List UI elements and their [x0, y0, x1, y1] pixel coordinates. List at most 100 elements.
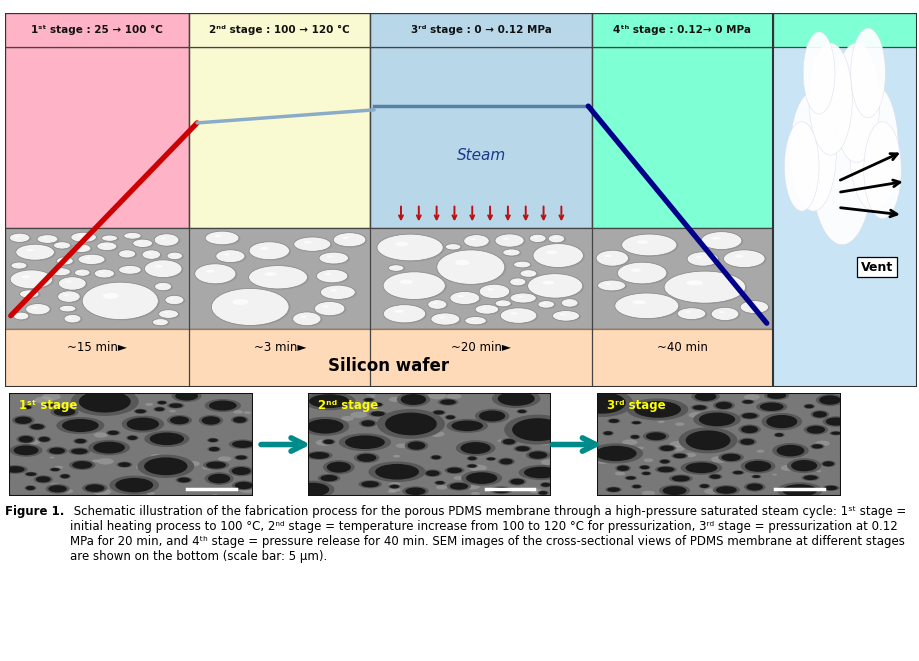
Text: Schematic illustration of the fabrication process for the porous PDMS membrane t: Schematic illustration of the fabricatio…	[70, 506, 906, 563]
Ellipse shape	[655, 466, 676, 473]
Ellipse shape	[364, 398, 373, 401]
Ellipse shape	[660, 446, 675, 451]
Ellipse shape	[681, 461, 722, 475]
Ellipse shape	[26, 486, 35, 490]
Ellipse shape	[78, 235, 83, 237]
Ellipse shape	[701, 436, 719, 443]
Ellipse shape	[354, 452, 380, 463]
Ellipse shape	[698, 483, 710, 488]
Ellipse shape	[63, 294, 68, 296]
Ellipse shape	[508, 478, 527, 486]
Ellipse shape	[711, 456, 729, 463]
Ellipse shape	[124, 233, 142, 239]
Ellipse shape	[389, 485, 401, 489]
Ellipse shape	[597, 251, 630, 267]
Ellipse shape	[71, 448, 87, 454]
Ellipse shape	[746, 483, 763, 490]
Ellipse shape	[47, 446, 67, 455]
Ellipse shape	[208, 474, 231, 483]
Ellipse shape	[361, 420, 375, 426]
Text: ~3 min►: ~3 min►	[254, 341, 306, 354]
Ellipse shape	[10, 270, 52, 289]
Ellipse shape	[156, 401, 167, 405]
Ellipse shape	[464, 235, 489, 247]
Ellipse shape	[425, 471, 439, 476]
Ellipse shape	[529, 488, 542, 493]
Text: 3ʳᵈ stage: 3ʳᵈ stage	[607, 399, 665, 412]
Ellipse shape	[482, 307, 486, 309]
Ellipse shape	[669, 446, 685, 451]
Ellipse shape	[803, 475, 818, 480]
Ellipse shape	[479, 410, 505, 422]
Ellipse shape	[301, 316, 306, 318]
Ellipse shape	[824, 486, 837, 490]
Ellipse shape	[643, 458, 653, 462]
Ellipse shape	[529, 234, 546, 243]
Ellipse shape	[777, 445, 804, 457]
Ellipse shape	[250, 266, 309, 290]
Ellipse shape	[142, 250, 161, 259]
Ellipse shape	[11, 234, 31, 243]
Bar	[5, 329, 773, 387]
Ellipse shape	[533, 244, 584, 268]
Circle shape	[851, 28, 885, 118]
Ellipse shape	[319, 252, 348, 264]
Ellipse shape	[701, 231, 742, 250]
Ellipse shape	[479, 284, 510, 299]
Ellipse shape	[762, 413, 802, 430]
Ellipse shape	[501, 438, 517, 446]
Ellipse shape	[69, 405, 88, 412]
Ellipse shape	[63, 307, 67, 308]
Ellipse shape	[205, 472, 233, 485]
Ellipse shape	[318, 270, 349, 284]
Ellipse shape	[71, 232, 96, 243]
Text: 1ˢᵗ stage : 25 → 100 °C: 1ˢᵗ stage : 25 → 100 °C	[31, 25, 163, 35]
Ellipse shape	[498, 391, 535, 406]
Ellipse shape	[383, 305, 425, 323]
Ellipse shape	[92, 459, 99, 462]
Ellipse shape	[615, 293, 679, 319]
Ellipse shape	[497, 439, 506, 442]
Ellipse shape	[389, 488, 401, 492]
Ellipse shape	[167, 415, 192, 426]
Ellipse shape	[430, 455, 442, 460]
Ellipse shape	[766, 415, 798, 428]
Ellipse shape	[437, 399, 459, 406]
Ellipse shape	[712, 485, 740, 495]
Ellipse shape	[495, 300, 511, 307]
Ellipse shape	[44, 403, 55, 407]
Ellipse shape	[388, 490, 396, 493]
Ellipse shape	[385, 412, 437, 436]
Ellipse shape	[307, 419, 344, 434]
Ellipse shape	[395, 242, 409, 246]
Ellipse shape	[686, 280, 703, 286]
Ellipse shape	[704, 488, 720, 494]
Ellipse shape	[69, 317, 73, 318]
Ellipse shape	[481, 285, 511, 299]
Ellipse shape	[723, 250, 765, 268]
Ellipse shape	[642, 431, 669, 442]
Ellipse shape	[134, 240, 154, 248]
Text: Silicon wafer: Silicon wafer	[328, 357, 449, 375]
Ellipse shape	[449, 245, 453, 247]
Ellipse shape	[208, 446, 221, 452]
Ellipse shape	[516, 409, 528, 414]
Ellipse shape	[447, 467, 462, 473]
Ellipse shape	[151, 454, 161, 458]
Ellipse shape	[710, 442, 715, 444]
Ellipse shape	[15, 313, 30, 321]
Ellipse shape	[206, 270, 214, 273]
Text: 1ˢᵗ stage: 1ˢᵗ stage	[19, 399, 77, 412]
Ellipse shape	[520, 270, 537, 278]
Ellipse shape	[99, 272, 104, 273]
Ellipse shape	[304, 241, 312, 243]
Ellipse shape	[658, 420, 664, 423]
Ellipse shape	[431, 455, 441, 459]
Ellipse shape	[753, 475, 760, 478]
Ellipse shape	[760, 403, 784, 411]
Ellipse shape	[740, 301, 768, 313]
Ellipse shape	[534, 438, 552, 446]
Ellipse shape	[679, 309, 708, 321]
Ellipse shape	[772, 474, 777, 475]
Ellipse shape	[17, 435, 36, 444]
